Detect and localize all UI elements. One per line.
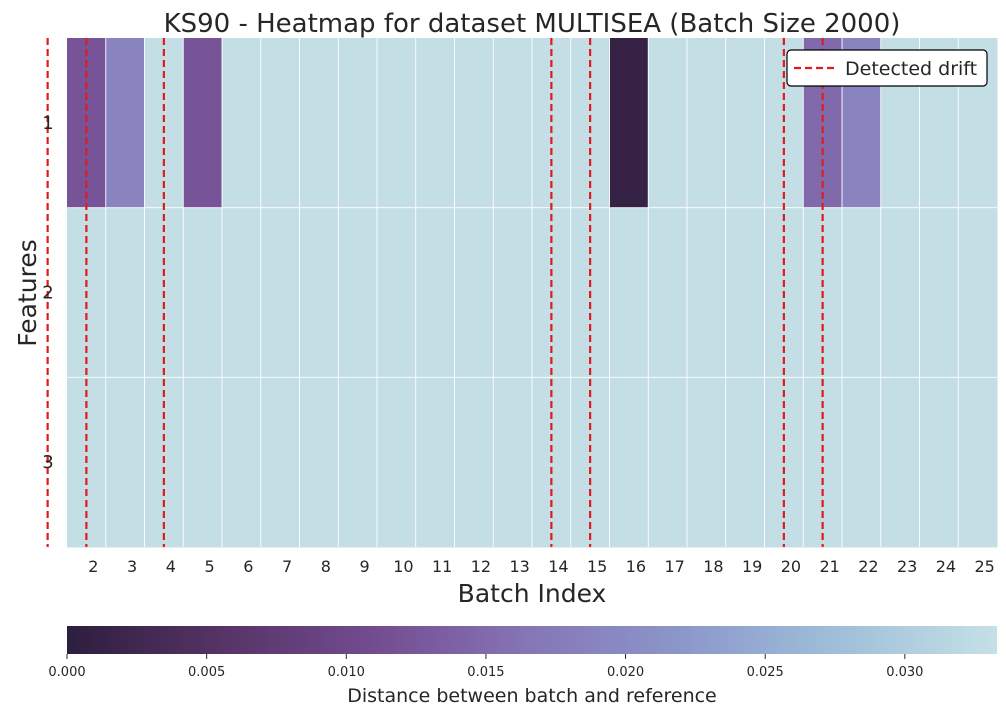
x-tick-label: 13 (509, 557, 529, 576)
legend-label: Detected drift (845, 58, 977, 80)
heatmap-cell (842, 377, 882, 548)
colorbar-ticks: 0.000 0.005 0.010 0.015 0.020 0.025 0.030 (48, 654, 923, 680)
heatmap-cell (919, 207, 959, 378)
heatmap-cell (648, 207, 688, 378)
x-tick-label: 14 (548, 557, 568, 576)
y-tick-label: 3 (42, 452, 53, 473)
heatmap-cell (725, 377, 765, 548)
colorbar-tick-label: 0.030 (886, 665, 923, 680)
x-tick-label: 8 (321, 557, 331, 576)
x-tick-label: 20 (781, 557, 801, 576)
colorbar-tick-label: 0.010 (328, 665, 365, 680)
heatmap-gridlines (67, 38, 997, 547)
heatmap-cell (299, 38, 339, 209)
legend-box (786, 49, 988, 87)
heatmap-cell (105, 38, 145, 209)
heatmap-cell (880, 377, 920, 548)
x-tick-label: 24 (936, 557, 956, 576)
heatmap-cell (687, 207, 727, 378)
y-tick-label: 2 (42, 283, 53, 304)
heatmap-cell (958, 207, 998, 378)
legend: Detected drift (786, 49, 988, 87)
x-tick-label: 11 (432, 557, 452, 576)
x-tick-label: 25 (974, 557, 994, 576)
x-tick-label: 15 (587, 557, 607, 576)
heatmap-cell (338, 377, 378, 548)
heatmap-cell (415, 38, 455, 209)
heatmap-cell (260, 207, 300, 378)
x-tick-label: 23 (897, 557, 917, 576)
heatmap-cell (377, 207, 417, 378)
heatmap-cell (609, 38, 649, 209)
heatmap-cell (105, 207, 145, 378)
colorbar-tick-label: 0.020 (607, 665, 644, 680)
x-tick-label: 12 (471, 557, 491, 576)
x-tick-label: 17 (664, 557, 684, 576)
drift-lines (46, 38, 824, 547)
heatmap-cell (958, 377, 998, 548)
x-tick-label: 7 (282, 557, 292, 576)
x-tick-label: 21 (819, 557, 839, 576)
colorbar-tick-label: 0.025 (747, 665, 784, 680)
heatmap-cell (609, 377, 649, 548)
heatmap-cell (222, 207, 262, 378)
heatmap-cell (338, 38, 378, 209)
heatmap-cell (919, 377, 959, 548)
heatmap-cell (183, 207, 223, 378)
heatmap-cell (880, 207, 920, 378)
heatmap-cell (415, 377, 455, 548)
heatmap-cell (842, 207, 882, 378)
y-axis-label: Features (13, 239, 42, 347)
heatmap-cell (454, 38, 494, 209)
heatmap-cell (725, 207, 765, 378)
x-tick-label: 5 (205, 557, 215, 576)
heatmap-cell (377, 38, 417, 209)
x-tick-label: 19 (742, 557, 762, 576)
heatmap-cell (648, 377, 688, 548)
heatmap-cell (105, 377, 145, 548)
heatmap-cell (260, 377, 300, 548)
x-tick-labels: 2 3 4 5 6 7 8 9 10 11 12 13 14 15 16 17 18 19 20 21 22 23 24 25 (88, 557, 995, 576)
heatmap-cell (454, 377, 494, 548)
x-tick-label: 18 (703, 557, 723, 576)
x-tick-label: 10 (393, 557, 413, 576)
heatmap-cell (493, 38, 533, 209)
heatmap-cell (493, 377, 533, 548)
heatmap-cell (222, 38, 262, 209)
colorbar (67, 626, 997, 654)
heatmap-cell (183, 38, 223, 209)
y-tick-labels: 1 2 3 (42, 113, 53, 473)
heatmap-cell (454, 207, 494, 378)
colorbar-tick-label: 0.015 (467, 665, 504, 680)
colorbar-tick-label: 0.005 (188, 665, 225, 680)
heatmap-cell (687, 377, 727, 548)
x-tick-label: 2 (88, 557, 98, 576)
heatmap-cell (493, 207, 533, 378)
heatmap-cell (260, 38, 300, 209)
x-tick-label: 4 (166, 557, 176, 576)
x-tick-label: 16 (626, 557, 646, 576)
x-axis-label: Batch Index (458, 579, 607, 608)
heatmap-cell (299, 207, 339, 378)
heatmap-cell (299, 377, 339, 548)
heatmap-cell (687, 38, 727, 209)
chart-title: KS90 - Heatmap for dataset MULTISEA (Bat… (164, 9, 901, 39)
heatmap-cells (67, 38, 998, 548)
heatmap-cell (222, 377, 262, 548)
heatmap-cell (377, 377, 417, 548)
heatmap-cell (609, 207, 649, 378)
x-tick-label: 22 (858, 557, 878, 576)
heatmap-cell (725, 38, 765, 209)
colorbar-tick-label: 0.000 (48, 665, 85, 680)
y-tick-label: 1 (42, 113, 53, 134)
heatmap-cell (183, 377, 223, 548)
heatmap-cell (648, 38, 688, 209)
x-tick-label: 3 (127, 557, 137, 576)
colorbar-label: Distance between batch and reference (347, 685, 717, 707)
heatmap-cell (415, 207, 455, 378)
x-tick-label: 6 (243, 557, 253, 576)
x-tick-label: 9 (360, 557, 370, 576)
heatmap-cell (338, 207, 378, 378)
